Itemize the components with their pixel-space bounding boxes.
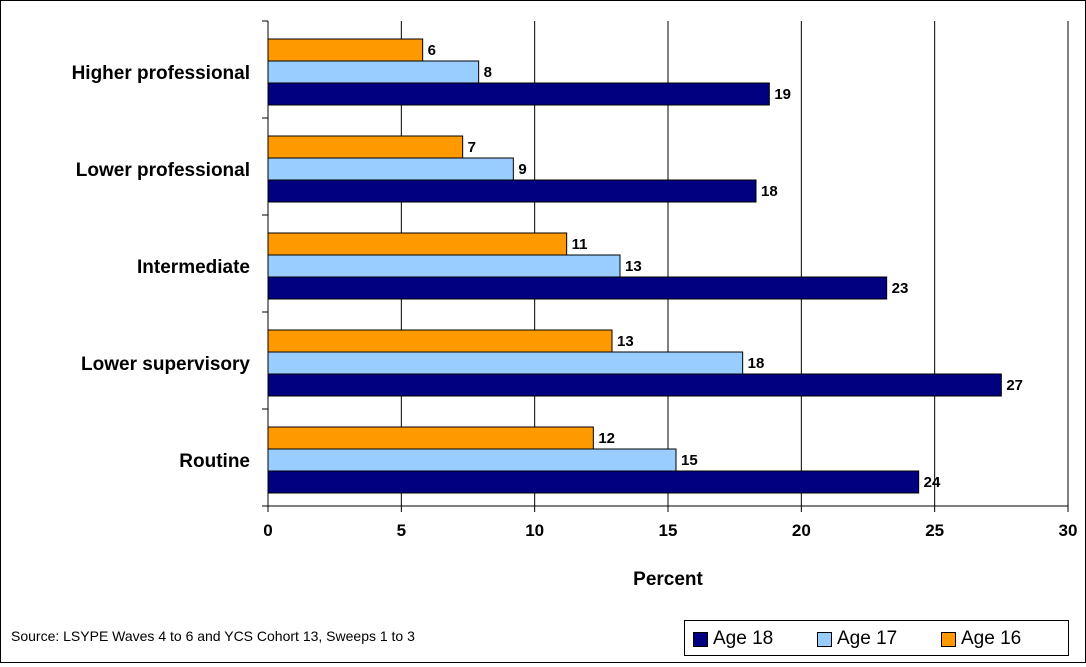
x-tick-label: 20 bbox=[792, 521, 811, 540]
data-label: 23 bbox=[892, 280, 909, 297]
bar bbox=[267, 38, 424, 62]
bar bbox=[267, 232, 568, 256]
legend-item: Age 16 bbox=[941, 628, 1021, 650]
bar bbox=[267, 426, 594, 450]
legend-item: Age 18 bbox=[693, 628, 773, 650]
data-label: 19 bbox=[774, 86, 791, 103]
bar bbox=[267, 60, 480, 84]
data-label: 9 bbox=[518, 161, 526, 178]
x-axis-title: Percent bbox=[633, 569, 703, 590]
bar bbox=[267, 135, 464, 159]
bar bbox=[267, 82, 770, 106]
bar bbox=[267, 179, 757, 203]
data-label: 18 bbox=[761, 183, 778, 200]
bar bbox=[267, 329, 613, 353]
legend-swatch bbox=[693, 631, 708, 647]
data-label: 13 bbox=[625, 258, 642, 275]
data-label: 11 bbox=[572, 236, 588, 253]
data-label: 18 bbox=[748, 355, 765, 372]
x-tick-label: 5 bbox=[397, 521, 406, 540]
x-tick-label: 10 bbox=[525, 521, 544, 540]
x-tick-label: 15 bbox=[659, 521, 678, 540]
data-label: 7 bbox=[468, 139, 476, 156]
x-tick-label: 0 bbox=[263, 521, 272, 540]
source-note: Source: LSYPE Waves 4 to 6 and YCS Cohor… bbox=[11, 628, 415, 644]
chart-legend: Age 18 Age 17 Age 16 bbox=[684, 620, 1069, 656]
labels: 6 8 19 Higher professional 7 9 18 Lower profess… bbox=[72, 42, 1078, 590]
bar bbox=[267, 373, 1002, 397]
data-label: 27 bbox=[1006, 377, 1023, 394]
legend-label: Age 17 bbox=[837, 628, 898, 649]
legend-item: Age 17 bbox=[817, 628, 897, 650]
data-label: 13 bbox=[617, 333, 634, 350]
data-label: 6 bbox=[428, 42, 436, 59]
bar bbox=[267, 470, 920, 494]
bar bbox=[267, 351, 744, 375]
data-label: 15 bbox=[681, 452, 698, 469]
data-label: 12 bbox=[598, 430, 615, 447]
legend-label: Age 18 bbox=[713, 628, 774, 649]
category-label: Higher professional bbox=[72, 63, 250, 84]
bar bbox=[267, 276, 888, 300]
axes bbox=[262, 20, 1069, 512]
category-label: Lower professional bbox=[76, 160, 250, 181]
x-tick-label: 30 bbox=[1059, 521, 1078, 540]
legend-label: Age 16 bbox=[961, 628, 1022, 649]
bar bbox=[267, 157, 514, 181]
legend-swatch bbox=[817, 631, 832, 647]
x-tick-label: 25 bbox=[925, 521, 944, 540]
category-label: Lower supervisory bbox=[81, 354, 250, 375]
data-label: 8 bbox=[484, 64, 492, 81]
category-label: Routine bbox=[179, 451, 250, 472]
bar bbox=[267, 448, 677, 472]
bar bbox=[267, 254, 621, 278]
data-label: 24 bbox=[924, 474, 941, 491]
legend-swatch bbox=[941, 631, 956, 647]
category-label: Intermediate bbox=[137, 257, 250, 278]
